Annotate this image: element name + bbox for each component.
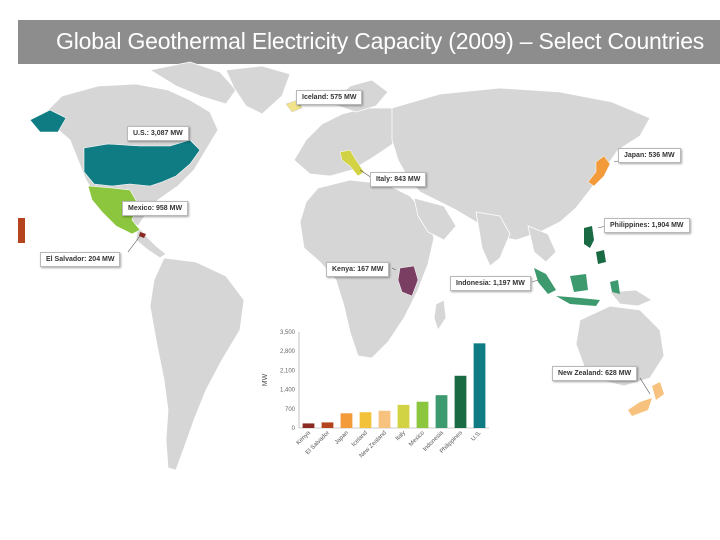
kenya-region [397,265,419,297]
newzealand-region [628,382,664,416]
bar-japan [340,413,353,428]
us-region [83,139,201,187]
south-america-landmass [149,257,245,471]
bar-el-salvador [321,422,334,428]
x-tick-label: Mexico [408,430,426,448]
callout-philippines: Philippines: 1,904 MW [604,218,690,233]
y-tick-label: 1,400 [280,388,296,394]
indonesia-region [534,268,620,306]
callout-mexico: Mexico: 958 MW [122,201,189,216]
bar-iceland [359,412,372,428]
y-tick-label: 0 [292,426,296,432]
greenland [225,65,291,115]
us-alaska [29,109,67,133]
callout-kenya: Kenya: 167 MW [326,262,390,277]
callout-indonesia: Indonesia: 1,197 MW [450,276,531,291]
canada-islands [148,61,237,105]
callout-italy: Italy: 843 MW [370,172,427,187]
x-tick-label: U.S. [470,430,483,443]
callout-iceland: Iceland: 575 MW [296,90,363,105]
bar-kenya [302,423,315,428]
y-tick-label: 2,100 [280,368,296,374]
mexico-region [87,185,141,235]
central-america [135,225,167,259]
y-tick-label: 3,500 [280,330,296,336]
bar-indonesia [435,395,448,428]
bar-philippines [454,375,467,428]
india [475,211,511,267]
southeast-asia [527,225,557,263]
asia-landmass [391,87,651,241]
papua [609,289,653,307]
accent-marker [18,218,25,243]
y-axis-label: MW [262,373,269,386]
x-tick-label: Iceland [351,430,369,448]
callout-elsalvador: El Salvador: 204 MW [40,252,121,267]
bar-italy [397,404,410,428]
x-tick-label: Japan [334,430,350,446]
philippines-region [584,226,606,264]
bar-mexico [416,401,429,428]
callout-us: U.S.: 3,087 MW [127,126,189,141]
bar-u-s- [473,343,486,428]
y-tick-label: 2,800 [280,349,296,355]
callout-newzealand: New Zealand: 628 MW [552,366,638,381]
y-tick-label: 700 [285,407,296,413]
japan-region [587,155,611,187]
x-tick-label: Italy [395,430,407,442]
title-bar: Global Geothermal Electricity Capacity (… [18,20,720,64]
italy-region [339,149,365,177]
arabia [413,197,457,241]
bar-new-zealand [378,410,391,428]
x-tick-label: Kenya [296,430,313,447]
callout-japan: Japan: 536 MW [618,148,681,163]
madagascar [433,299,447,331]
slide-title: Global Geothermal Electricity Capacity (… [56,28,705,54]
elsalvador-region [139,232,146,238]
